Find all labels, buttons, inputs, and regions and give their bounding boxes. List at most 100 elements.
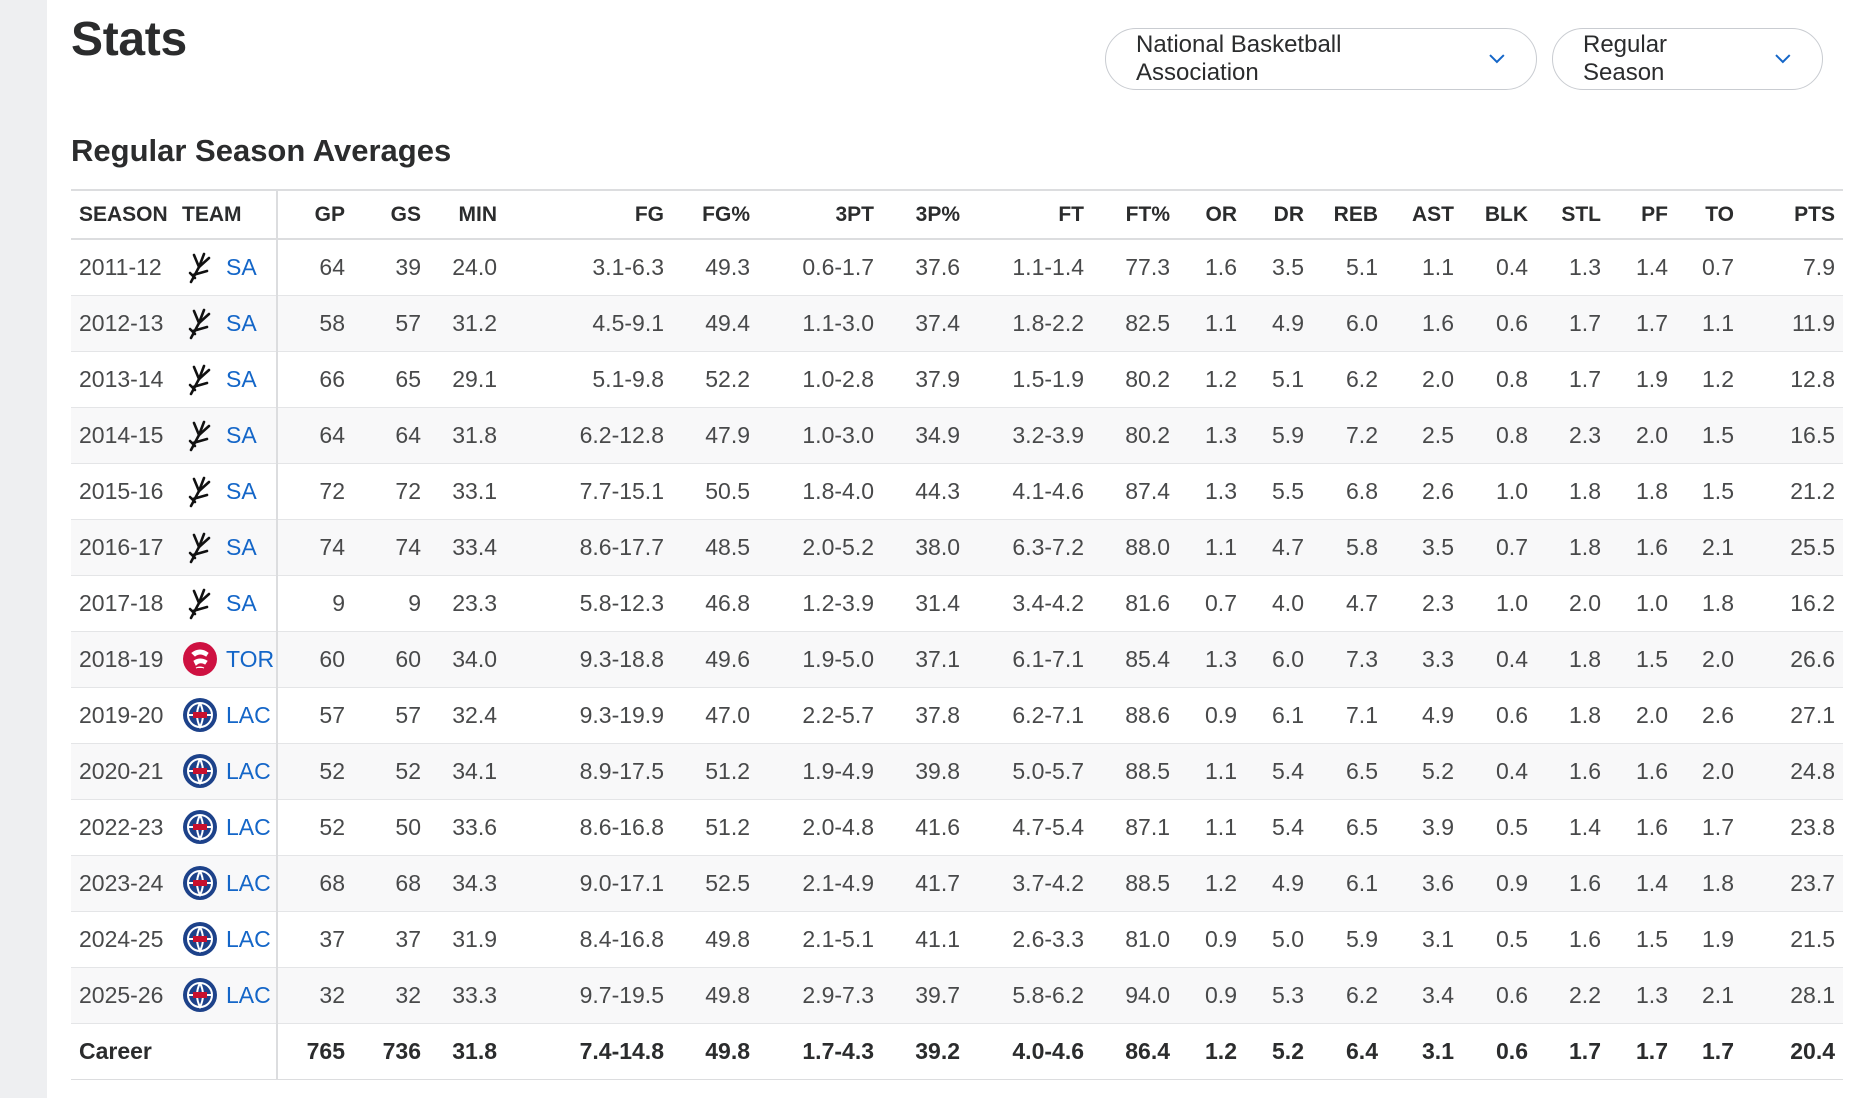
column-header-or: OR [1205, 202, 1238, 226]
team-link[interactable]: LAC [226, 701, 271, 728]
team-cell[interactable]: TOR [174, 631, 278, 687]
season-cell: 2016-17 [79, 533, 164, 560]
stat-cell-reb: 5.9 [1346, 925, 1378, 952]
team-cell[interactable]: LAC [174, 687, 278, 743]
clippers-logo-icon[interactable] [182, 921, 218, 957]
stat-cell-min: 31.8 [452, 421, 497, 448]
table-row: 2012-13 SA 58 57 31.2 4.5-9.1 49.4 1.1-3.0 37.4 1… [71, 295, 1843, 351]
team-cell[interactable]: SA [174, 295, 278, 351]
team-link[interactable]: SA [226, 365, 257, 392]
team-link[interactable]: SA [226, 589, 257, 616]
stat-cell-or: 1.1 [1205, 309, 1237, 336]
stat-cell-pf: 1.5 [1636, 925, 1668, 952]
season-type-dropdown[interactable]: Regular Season [1552, 28, 1823, 90]
stat-cell-ast: 1.6 [1422, 309, 1454, 336]
stat-cell-reb: 7.3 [1346, 645, 1378, 672]
team-cell[interactable]: SA [174, 575, 278, 631]
spurs-logo-icon[interactable] [182, 361, 218, 397]
team-cell[interactable]: SA [174, 463, 278, 519]
stat-cell-stl: 1.8 [1569, 477, 1601, 504]
team-cell[interactable]: SA [174, 239, 278, 295]
team-link[interactable]: LAC [226, 869, 271, 896]
stat-cell-or: 0.7 [1205, 589, 1237, 616]
stat-cell-gs: 39 [395, 253, 421, 280]
stat-cell-blk: 0.6 [1496, 981, 1528, 1008]
team-cell[interactable]: SA [174, 519, 278, 575]
stat-cell-ftp: 88.5 [1125, 869, 1170, 896]
spurs-logo-icon[interactable] [182, 305, 218, 341]
team-link[interactable]: LAC [226, 925, 271, 952]
clippers-logo-icon[interactable] [182, 977, 218, 1013]
stat-cell-blk: 0.5 [1496, 925, 1528, 952]
stat-cell-gs: 74 [395, 533, 421, 560]
career-stat-ast: 3.1 [1422, 1037, 1454, 1064]
stat-cell-blk: 0.4 [1496, 253, 1528, 280]
stat-cell-to: 1.7 [1702, 813, 1734, 840]
stat-cell-ft: 1.5-1.9 [1012, 365, 1084, 392]
stat-cell-pf: 1.0 [1636, 589, 1668, 616]
team-link[interactable]: SA [226, 533, 257, 560]
team-link[interactable]: SA [226, 477, 257, 504]
stat-cell-tpt: 2.1-5.1 [802, 925, 874, 952]
stat-cell-stl: 2.2 [1569, 981, 1601, 1008]
stat-cell-ast: 3.4 [1422, 981, 1454, 1008]
team-cell[interactable]: LAC [174, 967, 278, 1023]
stat-cell-ftp: 77.3 [1125, 253, 1170, 280]
career-stat-fgp: 49.8 [705, 1037, 750, 1064]
spurs-logo-icon[interactable] [182, 529, 218, 565]
table-row: 2025-26 LAC 32 32 33.3 9.7-19.5 49.8 2.9-7.3 39.… [71, 967, 1843, 1023]
stat-cell-to: 1.1 [1702, 309, 1734, 336]
stat-cell-gs: 9 [408, 589, 421, 616]
stat-cell-tpt: 1.0-2.8 [802, 365, 874, 392]
spurs-logo-icon[interactable] [182, 249, 218, 285]
league-dropdown[interactable]: National Basketball Association [1105, 28, 1537, 90]
stat-cell-to: 0.7 [1702, 253, 1734, 280]
team-cell[interactable]: SA [174, 407, 278, 463]
stat-cell-tpt: 2.9-7.3 [802, 981, 874, 1008]
stat-cell-stl: 1.8 [1569, 701, 1601, 728]
stat-cell-ft: 6.2-7.1 [1012, 701, 1084, 728]
stat-cell-fg: 9.3-18.8 [579, 645, 664, 672]
stat-cell-stl: 1.6 [1569, 757, 1601, 784]
spurs-logo-icon[interactable] [182, 473, 218, 509]
team-cell[interactable]: LAC [174, 799, 278, 855]
clippers-logo-icon[interactable] [182, 697, 218, 733]
stat-cell-dr: 4.0 [1272, 589, 1304, 616]
stat-cell-tpt: 1.2-3.9 [802, 589, 874, 616]
career-stat-or: 1.2 [1205, 1037, 1237, 1064]
clippers-logo-icon[interactable] [182, 865, 218, 901]
stat-cell-reb: 6.5 [1346, 757, 1378, 784]
stat-cell-min: 34.0 [452, 645, 497, 672]
team-cell[interactable]: SA [174, 351, 278, 407]
team-link[interactable]: LAC [226, 813, 271, 840]
clippers-logo-icon[interactable] [182, 753, 218, 789]
stat-cell-fgp: 49.8 [705, 925, 750, 952]
team-cell[interactable]: LAC [174, 743, 278, 799]
stat-cell-pf: 1.7 [1636, 309, 1668, 336]
team-link[interactable]: LAC [226, 757, 271, 784]
stat-cell-gs: 57 [395, 701, 421, 728]
team-link[interactable]: TOR [226, 645, 275, 672]
spurs-logo-icon[interactable] [182, 585, 218, 621]
stat-cell-pf: 2.0 [1636, 421, 1668, 448]
stat-cell-gp: 64 [319, 253, 345, 280]
stat-cell-ftp: 88.5 [1125, 757, 1170, 784]
team-link[interactable]: SA [226, 309, 257, 336]
stat-cell-pts: 23.7 [1790, 869, 1835, 896]
column-header-ast: AST [1412, 202, 1454, 226]
spurs-logo-icon[interactable] [182, 417, 218, 453]
team-cell[interactable]: LAC [174, 911, 278, 967]
team-link[interactable]: SA [226, 421, 257, 448]
career-row: Career 765 736 31.8 7.4-14.8 49.8 1.7-4.3 39.2 4… [71, 1023, 1843, 1079]
team-link[interactable]: SA [226, 253, 257, 280]
clippers-logo-icon[interactable] [182, 809, 218, 845]
stat-cell-pts: 21.5 [1790, 925, 1835, 952]
stat-cell-tpp: 37.6 [915, 253, 960, 280]
table-row: 2018-19 TOR 60 60 34.0 9.3-18.8 49.6 1.9-5.0 37.… [71, 631, 1843, 687]
stat-cell-pf: 1.9 [1636, 365, 1668, 392]
raptors-logo-icon[interactable] [182, 641, 218, 677]
team-cell[interactable]: LAC [174, 855, 278, 911]
stat-cell-ft: 1.1-1.4 [1012, 253, 1084, 280]
stat-cell-blk: 0.6 [1496, 701, 1528, 728]
team-link[interactable]: LAC [226, 981, 271, 1008]
